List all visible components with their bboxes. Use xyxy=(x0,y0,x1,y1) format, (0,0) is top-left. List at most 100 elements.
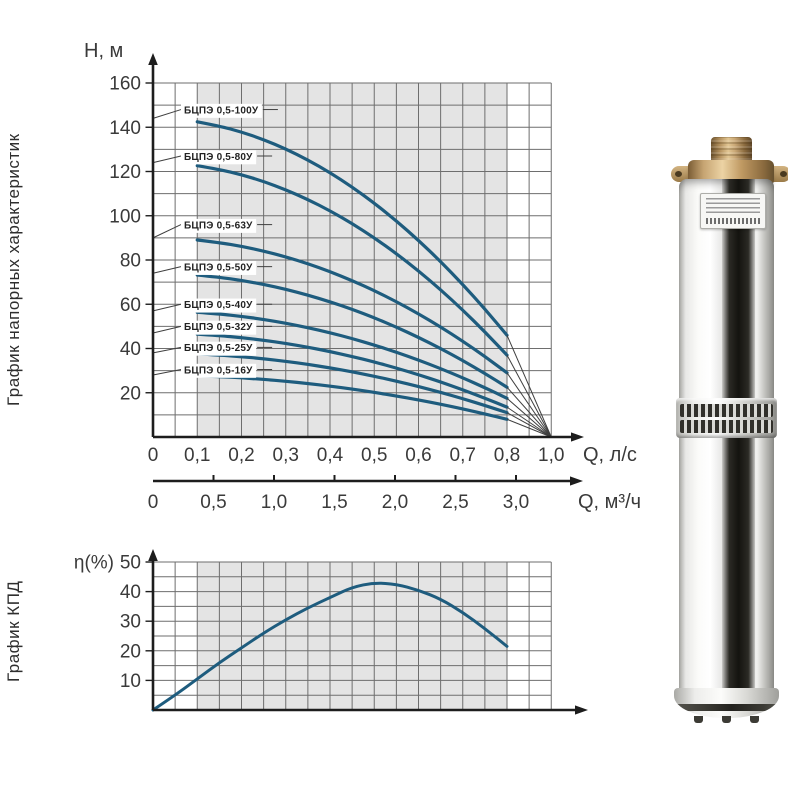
pump-bottom-rim xyxy=(674,704,779,711)
axis-arrowhead xyxy=(148,53,158,65)
curve-label-2: БЦПЭ 0,5-63У xyxy=(184,220,253,231)
pump-foot xyxy=(750,716,759,723)
efficiency-y-tick-label: 30 xyxy=(120,612,141,633)
head-curve-6 xyxy=(195,352,509,415)
curve-convergence-line xyxy=(506,354,552,438)
head-y-tick-label: 100 xyxy=(109,206,141,227)
curve-label-6: БЦПЭ 0,5-25У xyxy=(184,343,253,354)
curve-leader-line xyxy=(152,369,182,376)
secondary-x-tick-label: 0 xyxy=(148,492,159,513)
head-x-tick-label: 0,1 xyxy=(184,445,210,466)
curve-label-bg xyxy=(181,103,262,118)
head-curve-4 xyxy=(195,310,509,400)
efficiency-curve xyxy=(151,581,509,712)
head-x-tick-label: 0,6 xyxy=(405,445,431,466)
curve-label-bg xyxy=(181,260,257,275)
head-x-tick-label: 0,7 xyxy=(450,445,476,466)
secondary-x-tick-label: 1,5 xyxy=(321,492,347,513)
curve-convergence-line xyxy=(506,418,552,438)
head-y-tick-label: 80 xyxy=(120,251,141,272)
efficiency-y-tick-label: 40 xyxy=(120,582,141,603)
head-curve-1 xyxy=(195,164,509,357)
pump-intake-screen xyxy=(676,398,777,438)
efficiency-y-axis-title: η(%) xyxy=(74,553,114,574)
curve-label-bg xyxy=(181,150,257,165)
axis-arrowhead xyxy=(570,476,583,486)
curve-label-5: БЦПЭ 0,5-32У xyxy=(184,322,253,333)
pump-intake-slots-row xyxy=(680,404,773,417)
pump-ear-hole xyxy=(675,171,682,177)
head-x-tick-label: 0,8 xyxy=(494,445,520,466)
head-x-tick-label: 0,5 xyxy=(361,445,387,466)
head-y-tick-label: 140 xyxy=(109,118,141,139)
curve-leader-line xyxy=(152,325,182,334)
axis-arrowhead xyxy=(148,549,158,561)
efficiency-chart: 10 20 30 40 50 xyxy=(120,549,588,715)
efficiency-y-tick-label: 10 xyxy=(120,671,141,692)
curve-label-4: БЦПЭ 0,5-40У xyxy=(184,300,253,311)
pump-bottom-cap xyxy=(674,688,779,718)
curve-leader-line xyxy=(152,155,182,164)
curve-leader-line xyxy=(152,109,182,119)
curve-label-bg xyxy=(181,341,257,356)
curve-label-0: БЦПЭ 0,5-100У xyxy=(184,105,259,116)
head-chart: БЦПЭ 0,5-100У БЦПЭ 0,5-80У БЦПЭ 0,5-63У БЦП… xyxy=(109,53,584,513)
curve-label-1: БЦПЭ 0,5-80У xyxy=(184,152,253,163)
pump-foot xyxy=(694,716,703,723)
pump-ear-left xyxy=(671,166,693,182)
curve-label-bg xyxy=(181,298,257,313)
curve-convergence-line xyxy=(506,386,552,438)
pump-photo xyxy=(660,135,788,727)
pump-ear-hole xyxy=(780,171,787,177)
curve-convergence-line xyxy=(506,335,552,438)
head-y-tick-label: 40 xyxy=(120,339,141,360)
curve-convergence-line xyxy=(506,406,552,438)
curve-leader-line xyxy=(152,266,182,274)
pump-body xyxy=(679,179,774,700)
secondary-x-tick-label: 1,0 xyxy=(261,492,287,513)
head-y-axis-title: H, м xyxy=(84,40,123,62)
efficiency-grid xyxy=(153,561,552,710)
curve-leader-line xyxy=(152,303,182,312)
head-y-tick-label: 20 xyxy=(120,383,141,404)
head-y-tick-label: 60 xyxy=(120,295,141,316)
head-curve-0 xyxy=(195,120,509,337)
curve-leader-line xyxy=(152,224,182,239)
secondary-x-axis: 0 0,5 1,0 1,5 2,0 2,5 3,0 xyxy=(148,475,583,513)
axis-arrowhead xyxy=(571,432,584,442)
secondary-x-axis-title: Q, м³/ч xyxy=(578,491,641,513)
efficiency-y-tick-label: 20 xyxy=(120,641,141,662)
secondary-x-tick-label: 2,0 xyxy=(382,492,408,513)
pump-reflection-stripe xyxy=(722,179,755,700)
efficiency-y-tick-label: 50 xyxy=(120,553,141,574)
head-x-tick-label: 1,0 xyxy=(538,445,564,466)
curve-leader-line xyxy=(152,346,182,354)
curve-convergence-line xyxy=(506,372,552,438)
head-y-tick-label: 120 xyxy=(109,162,141,183)
curve-label-bg xyxy=(181,320,257,335)
secondary-x-tick-label: 3,0 xyxy=(503,492,529,513)
curve-label-bg xyxy=(181,218,257,233)
curve-convergence-line xyxy=(506,412,552,438)
head-curve-7 xyxy=(195,374,509,421)
pump-label-sticker xyxy=(700,193,766,229)
head-curve-3 xyxy=(195,273,509,389)
head-curve-2 xyxy=(195,238,509,375)
pump-intake-slots-row xyxy=(680,420,773,433)
curve-label-3: БЦПЭ 0,5-50У xyxy=(184,262,253,273)
secondary-x-tick-label: 0,5 xyxy=(200,492,226,513)
curve-convergence-line xyxy=(506,397,552,438)
curve-label-7: БЦПЭ 0,5-16У xyxy=(184,365,253,376)
head-x-tick-label: 0,3 xyxy=(273,445,299,466)
head-x-tick-label: 0,2 xyxy=(228,445,254,466)
head-grid xyxy=(153,82,552,437)
head-curve-5 xyxy=(195,332,509,409)
head-axes xyxy=(151,64,572,439)
head-x-tick-label: 0 xyxy=(148,445,159,466)
head-x-axis-title: Q, л/с xyxy=(583,444,637,466)
secondary-x-tick-label: 2,5 xyxy=(442,492,468,513)
head-x-tick-label: 0,4 xyxy=(317,445,344,466)
axis-arrowhead xyxy=(575,705,588,715)
